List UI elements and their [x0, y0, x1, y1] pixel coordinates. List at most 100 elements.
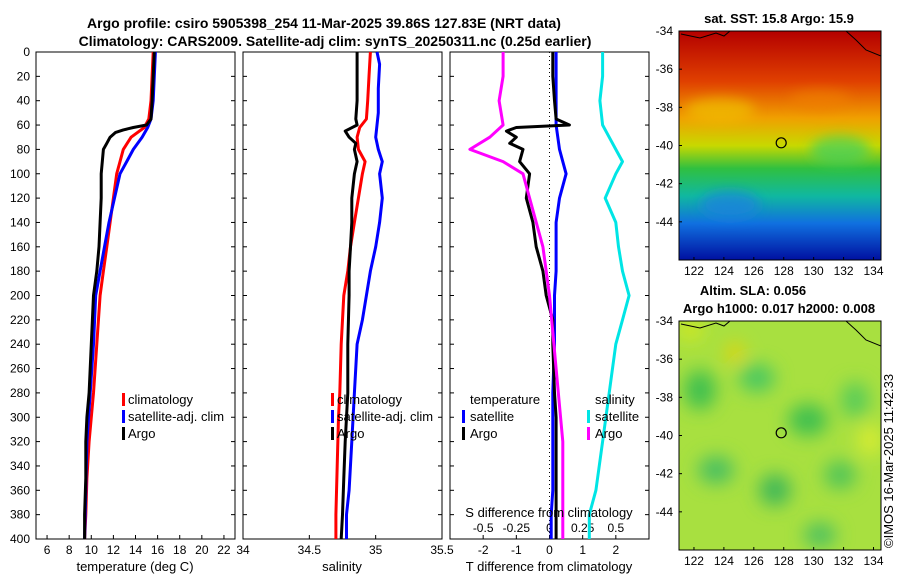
depth-tick-label: 360 — [10, 483, 30, 497]
sst-argo-position-marker — [775, 137, 787, 149]
difference-series-salinity-argo — [468, 52, 565, 539]
legend-swatch-climatology — [122, 393, 125, 406]
map-lon-tick-label: 124 — [714, 554, 734, 568]
legend-label-s-argo: Argo — [595, 426, 622, 441]
map-lat-tick-label: -40 — [656, 429, 674, 443]
difference-series-salinity-satellite — [587, 52, 631, 539]
temperature-xtick-label: 14 — [129, 543, 143, 557]
depth-axis-ticks: 0 20 40 60 80 100 120 140 160 180 200 220 240 260 280 3… — [10, 45, 649, 546]
s-difference-axis-label: S difference from climatology — [465, 505, 633, 520]
map-lat-tick-label: -44 — [656, 505, 674, 519]
sla-argo-position-marker — [775, 427, 787, 439]
depth-tick-label: 180 — [10, 264, 30, 278]
sla-low-patch — [739, 364, 775, 392]
depth-tick-label: 300 — [10, 410, 30, 424]
sla-low-patch — [824, 461, 856, 489]
difference-xtick-label: -1 — [511, 543, 522, 557]
sst-warm-patch — [685, 98, 755, 122]
depth-tick-label: 240 — [10, 337, 30, 351]
map-lon-tick-label: 126 — [744, 554, 764, 568]
legend-label-t-satellite: satellite — [470, 409, 514, 424]
t-difference-axis-label: T difference from climatology — [466, 559, 633, 574]
profile-plots: 6 8 10 12 14 16 18 20 22 34 34.5 35 35.5 -2 -1 0 1 2-0.5-… — [44, 51, 631, 557]
coastline — [845, 31, 881, 57]
salinity-series-satellite-adj-clim — [345, 51, 384, 539]
s-diff-tick-label: -0.25 — [503, 521, 531, 535]
legend-swatch-t-satellite — [462, 410, 465, 423]
depth-tick-label: 200 — [10, 289, 30, 303]
salinity-axis-label: salinity — [322, 559, 362, 574]
difference-xtick-label: 1 — [579, 543, 586, 557]
legend-swatch-argo — [331, 427, 334, 440]
coastline — [845, 321, 881, 347]
sla-map-title-line2: Argo h1000: 0.017 h2000: 0.008 — [683, 301, 875, 316]
legend-swatch-satellite — [331, 410, 334, 423]
difference-xtick-label: -2 — [478, 543, 489, 557]
sla-field — [679, 321, 881, 550]
difference-xtick-label: 0 — [546, 543, 553, 557]
legend-label-argo: Argo — [128, 426, 155, 441]
depth-tick-label: 80 — [17, 142, 31, 156]
map-lat-tick-label: -42 — [656, 467, 674, 481]
difference-series-temperature-argo — [504, 52, 571, 539]
figure-title-line2: Climatology: CARS2009. Satellite-adj cli… — [79, 33, 592, 49]
sst-warm-patch — [790, 90, 850, 110]
sla-high-patch — [679, 321, 704, 340]
depth-tick-label: 380 — [10, 508, 30, 522]
legend-swatch-t-argo — [462, 427, 465, 440]
map-lat-tick-label: -42 — [656, 177, 674, 191]
difference-legend: temperature satellite Argo salinity sate… — [462, 392, 639, 441]
depth-tick-label: 140 — [10, 215, 30, 229]
temperature-xtick-label: 6 — [44, 543, 51, 557]
legend-swatch-s-argo — [587, 427, 590, 440]
legend-label-s-satellite: satellite — [595, 409, 639, 424]
sla-map-ticks: -34 -36 -38 -40 -42 -44 122 124 126 128 130 132 134 — [656, 314, 884, 568]
map-lon-tick-label: 128 — [774, 264, 794, 278]
map-lat-tick-label: -34 — [656, 314, 674, 328]
sla-map-title-line1: Altim. SLA: 0.056 — [700, 283, 806, 298]
legend-swatch-argo — [122, 427, 125, 440]
legend-heading-temperature: temperature — [470, 392, 540, 407]
salinity-xtick-label: 34.5 — [298, 543, 322, 557]
salinity-legend: climatology satellite-adj. clim Argo — [331, 392, 433, 441]
sst-cool-patch — [700, 191, 760, 219]
sla-low-patch — [841, 382, 869, 418]
sst-map-title: sat. SST: 15.8 Argo: 15.9 — [704, 11, 854, 26]
figure-title-line1: Argo profile: csiro 5905398_254 11-Mar-2… — [87, 15, 561, 31]
depth-tick-label: 40 — [17, 94, 31, 108]
temperature-xtick-label: 20 — [195, 543, 209, 557]
temperature-xtick-label: 16 — [151, 543, 165, 557]
sla-low-patch — [759, 474, 791, 506]
legend-label-satellite: satellite-adj. clim — [337, 409, 433, 424]
difference-xtick-label: 2 — [612, 543, 619, 557]
map-lon-tick-label: 122 — [684, 554, 704, 568]
sst-cool-patch — [810, 136, 870, 164]
temperature-series-argo — [83, 51, 156, 539]
map-lat-tick-label: -40 — [656, 139, 674, 153]
s-diff-tick-label: 0.5 — [607, 521, 624, 535]
salinity-series-argo — [339, 52, 359, 540]
depth-tick-label: 220 — [10, 313, 30, 327]
salinity-xtick-label: 35 — [369, 543, 383, 557]
map-lon-tick-label: 126 — [744, 264, 764, 278]
map-lat-tick-label: -38 — [656, 100, 674, 114]
s-diff-tick-label: 0.25 — [571, 521, 595, 535]
imos-credit: ©IMOS 16-Mar-2025 11:42:33 — [881, 374, 896, 548]
depth-tick-label: 60 — [17, 118, 31, 132]
map-lat-tick-label: -38 — [656, 390, 674, 404]
temperature-xtick-label: 10 — [85, 543, 99, 557]
legend-heading-salinity: salinity — [595, 392, 635, 407]
map-lon-tick-label: 124 — [714, 264, 734, 278]
map-lon-tick-label: 134 — [864, 264, 884, 278]
map-lat-tick-label: -44 — [656, 215, 674, 229]
map-lon-tick-label: 132 — [834, 264, 854, 278]
sla-low-patch — [684, 370, 716, 410]
temperature-xtick-label: 22 — [217, 543, 231, 557]
legend-label-climatology: climatology — [128, 392, 194, 407]
salinity-xtick-label: 34 — [236, 543, 250, 557]
sla-high-patch — [727, 343, 743, 363]
temperature-panel-frame — [35, 51, 236, 540]
map-lon-tick-label: 130 — [804, 264, 824, 278]
legend-swatch-satellite — [122, 410, 125, 423]
